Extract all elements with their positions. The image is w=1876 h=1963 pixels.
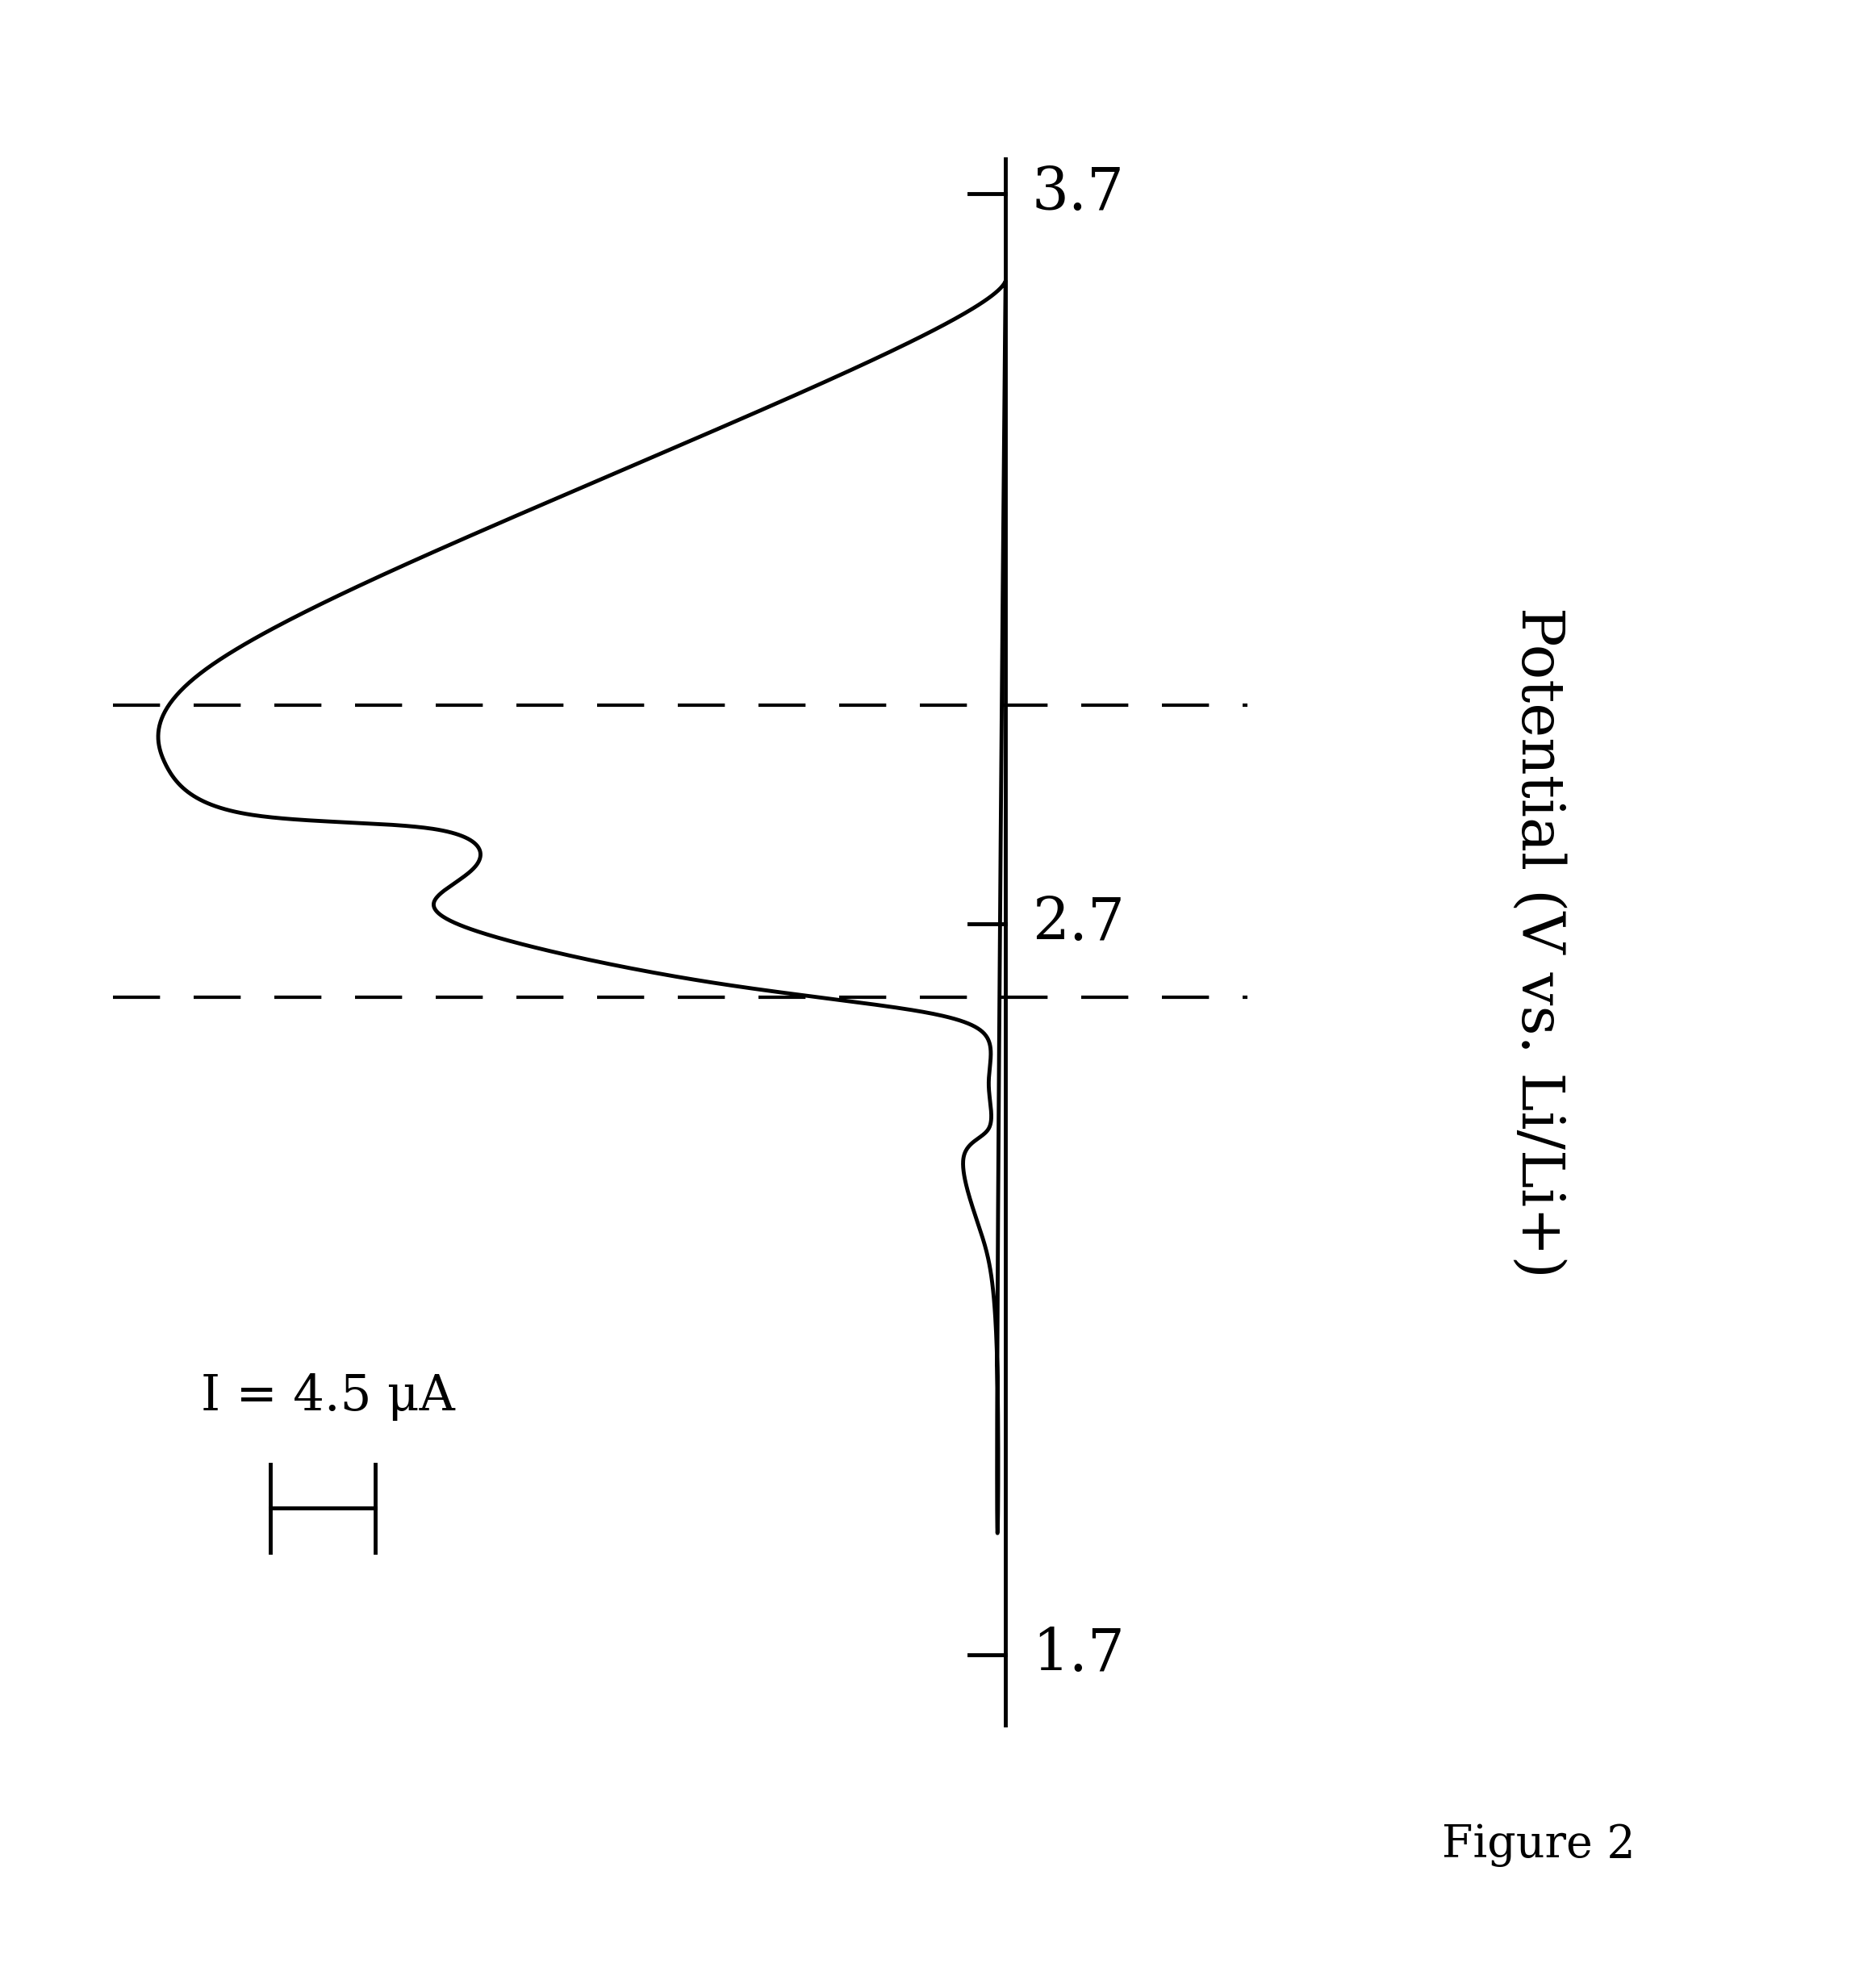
Text: Figure 2: Figure 2	[1441, 1824, 1636, 1867]
Text: 1.7: 1.7	[1032, 1625, 1124, 1682]
Text: 2.7: 2.7	[1032, 895, 1124, 952]
Text: I = 4.5 μA: I = 4.5 μA	[201, 1372, 454, 1421]
Text: Potential (V vs. Li/Li+): Potential (V vs. Li/Li+)	[1510, 607, 1566, 1278]
Text: 3.7: 3.7	[1032, 165, 1124, 222]
